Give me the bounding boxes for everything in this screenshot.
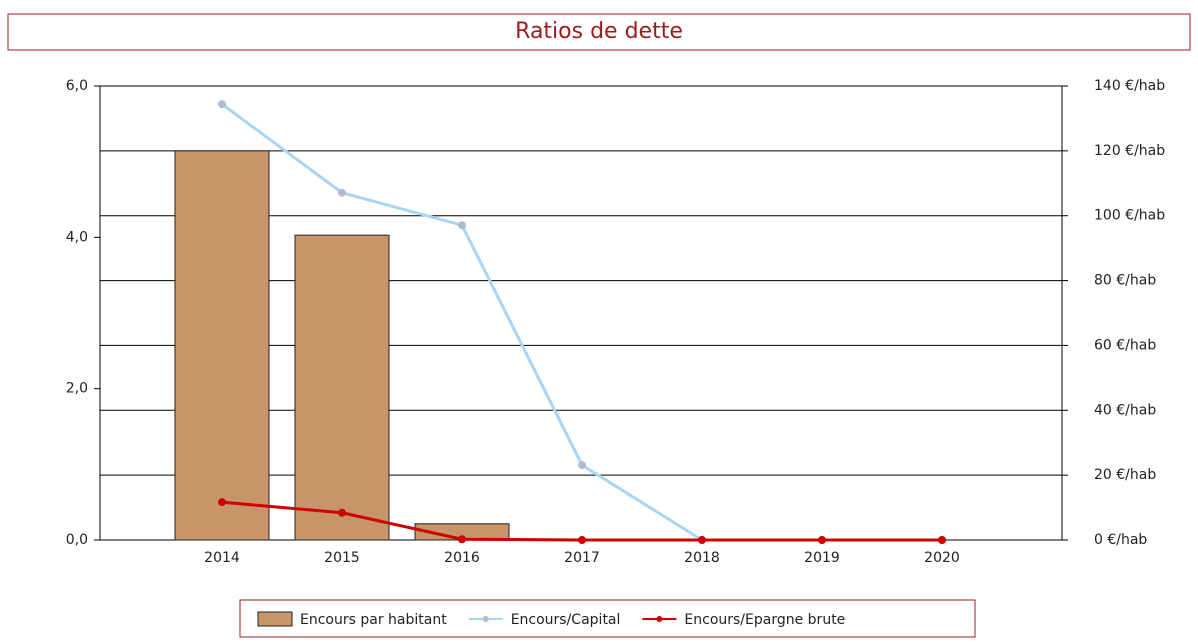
legend-swatch	[656, 616, 663, 622]
legend-box	[239, 599, 976, 638]
x-tick-label: 2014	[204, 550, 240, 566]
x-tick-label: 2017	[564, 550, 600, 566]
x-tick-label: 2016	[444, 550, 480, 566]
y2-tick-label: 100 €/hab	[1094, 208, 1165, 224]
y2-tick-label: 60 €/hab	[1094, 337, 1156, 353]
y2-tick-label: 20 €/hab	[1094, 467, 1156, 483]
y2-tick-label: 140 €/hab	[1094, 78, 1165, 94]
legend-swatch	[257, 611, 293, 627]
point	[818, 536, 826, 544]
point	[218, 498, 226, 507]
title-box	[7, 13, 1191, 51]
y-tick-label: 0,0	[66, 532, 88, 548]
legend-swatch	[482, 616, 489, 622]
y-tick-label: 2,0	[66, 381, 88, 397]
point	[338, 508, 346, 517]
x-tick-label: 2018	[684, 550, 720, 566]
point	[218, 100, 226, 109]
legend-label: Encours/Epargne brute	[684, 612, 845, 628]
point	[338, 188, 346, 197]
y2-tick-label: 0 €/hab	[1094, 532, 1147, 548]
bar	[174, 150, 270, 541]
point	[698, 536, 706, 544]
x-tick-label: 2015	[324, 550, 360, 566]
x-tick-label: 2020	[924, 550, 960, 566]
point	[578, 461, 586, 470]
bar	[294, 234, 390, 541]
chart-title: Ratios de dette	[515, 19, 683, 44]
y2-tick-label: 80 €/hab	[1094, 273, 1156, 289]
x-tick-label: 2019	[804, 550, 840, 566]
point	[458, 221, 466, 230]
legend-label: Encours par habitant	[300, 612, 447, 628]
y2-tick-label: 40 €/hab	[1094, 402, 1156, 418]
y-tick-label: 6,0	[66, 78, 88, 94]
point	[578, 536, 586, 544]
y-tick-label: 4,0	[66, 229, 88, 245]
point	[938, 536, 946, 544]
point	[458, 535, 466, 544]
legend-label: Encours/Capital	[511, 612, 621, 628]
y2-tick-label: 120 €/hab	[1094, 143, 1165, 159]
